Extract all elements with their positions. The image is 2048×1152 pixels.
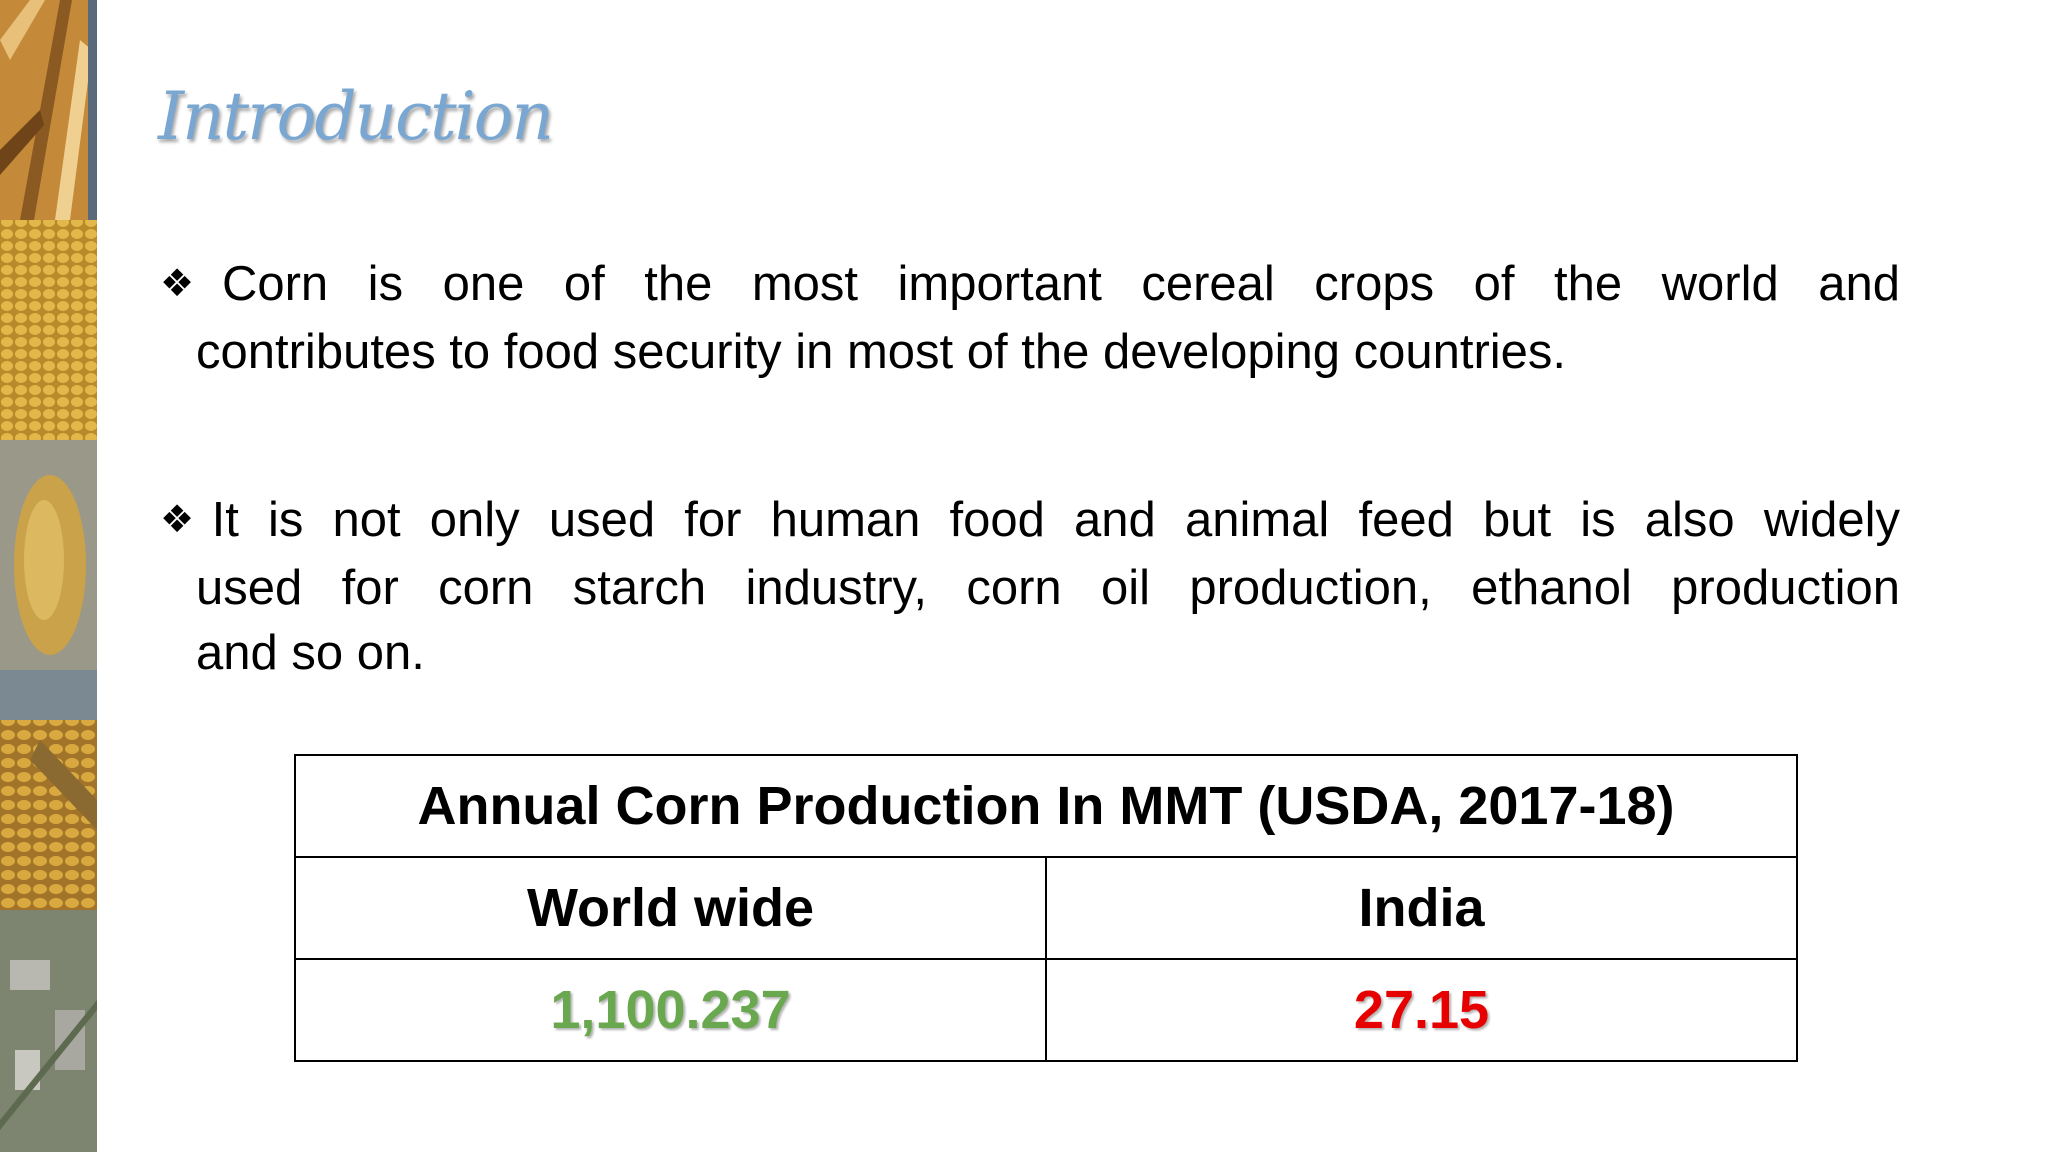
table-caption: Annual Corn Production In MMT (USDA, 201… (294, 754, 1798, 858)
corn-kernels-photo (0, 220, 97, 440)
bullet-item: ❖It is not only used for human food and … (160, 488, 1900, 686)
bullet-text: It is not only used for human food and a… (211, 493, 1900, 547)
value-india-text: 27.15 (1353, 980, 1490, 1040)
table-caption-row: Annual Corn Production In MMT (USDA, 201… (294, 754, 1798, 858)
value-india: 27.15 (1045, 958, 1798, 1062)
table-row: 1,100.237 27.15 (294, 958, 1798, 1062)
bullet-diamond-icon: ❖ (160, 261, 220, 305)
table-header-row: World wide India (294, 856, 1798, 960)
left-photo-strip (0, 0, 97, 1152)
value-world-wide-text: 1,100.237 (550, 980, 791, 1040)
corn-plant-photo (0, 0, 97, 220)
production-table: Annual Corn Production In MMT (USDA, 201… (294, 754, 1798, 1062)
corn-factory-aerial-photo (0, 910, 97, 1152)
bullet-line: and so on. (196, 626, 425, 680)
bullet-text: Corn is one of the most important cereal… (221, 257, 1900, 311)
bullet-line: ❖It is not only used for human food and … (160, 488, 1900, 556)
header-world-wide: World wide (294, 856, 1047, 960)
single-kernel-photo (0, 440, 97, 670)
bullet-diamond-icon: ❖ (160, 497, 210, 541)
slide-title: Introduction (158, 78, 554, 155)
bullet-line: ❖Corn is one of the most important cerea… (160, 252, 1900, 320)
corn-harvest-photo (0, 670, 97, 910)
header-india: India (1045, 856, 1798, 960)
bullet-line: contributes to food security in most of … (196, 325, 1567, 379)
value-world-wide: 1,100.237 (294, 958, 1047, 1062)
bullet-line: used for corn starch industry, corn oil … (196, 561, 1900, 615)
bullet-item: ❖Corn is one of the most important cerea… (160, 252, 1900, 385)
